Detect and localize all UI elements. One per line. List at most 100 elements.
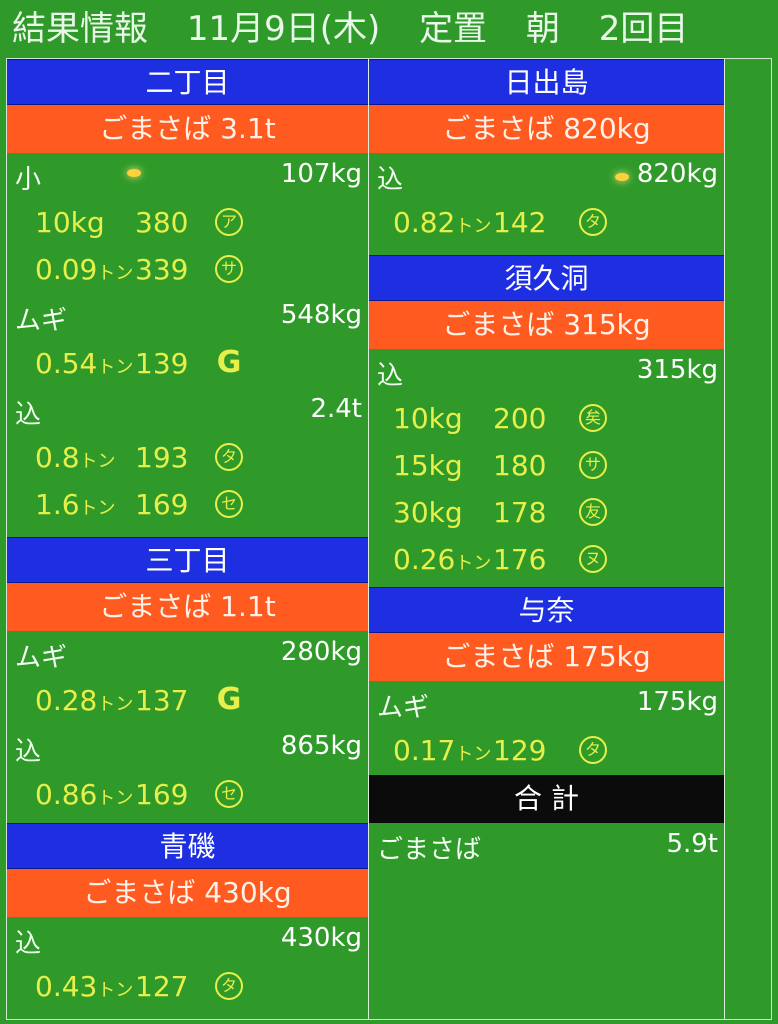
size-amount: 865kg <box>280 731 362 761</box>
right-column: 日出島 ごまさば 820kg 込 820kg 0.82トン 142 タ 須久洞 … <box>369 59 725 1019</box>
buyer-mark-icon: セ <box>215 490 243 518</box>
unit-qty: 10kg <box>393 402 463 435</box>
size-amount: 315kg <box>636 355 718 385</box>
unit-qty: 30kg <box>393 496 463 529</box>
date: 11月9日(木) <box>186 9 381 49</box>
price-row: 0.28トン 137 G <box>7 678 368 725</box>
price-row: 30kg 178 友 <box>369 490 724 537</box>
size-label: 込 <box>377 165 404 195</box>
catch-row: ムギ 280kg <box>7 631 368 678</box>
total-header: 合 計 <box>369 775 724 823</box>
total-label: ごまさば <box>377 835 482 865</box>
unit-qty: 0.82トン <box>393 206 492 239</box>
area-total: ごまさば 820kg <box>369 105 724 153</box>
catch-row: ムギ 548kg <box>7 294 368 341</box>
size-amount: 175kg <box>636 687 718 717</box>
price: 127 <box>135 970 189 1003</box>
results-board: 二丁目 ごまさば 3.1t 小 107kg 10kg 380 ア 0.09トン … <box>6 58 772 1020</box>
indicator-lamp <box>127 169 141 177</box>
buyer-mark-icon: タ <box>579 208 607 236</box>
price: 180 <box>493 449 547 482</box>
size-amount: 430kg <box>280 923 362 953</box>
buyer-mark-icon: タ <box>579 736 607 764</box>
title-bar: 結果情報 11月9日(木) 定置 朝 2回目 <box>0 0 778 58</box>
page-title: 結果情報 <box>12 9 148 49</box>
price: 339 <box>135 253 189 286</box>
catch-type: 定置 <box>419 9 488 49</box>
unit-qty: 0.86トン <box>35 778 134 811</box>
size-label: 込 <box>15 737 42 767</box>
size-label: 込 <box>377 361 404 391</box>
price: 200 <box>493 402 547 435</box>
buyer-mark-icon: 友 <box>579 498 607 526</box>
price-row: 0.09トン 339 サ <box>7 247 368 294</box>
price-row: 1.6トン 169 セ <box>7 482 368 529</box>
left-column: 二丁目 ごまさば 3.1t 小 107kg 10kg 380 ア 0.09トン … <box>7 59 369 1019</box>
price-row: 10kg 380 ア <box>7 200 368 247</box>
price-row: 0.86トン 169 セ <box>7 772 368 819</box>
price: 139 <box>135 347 189 380</box>
area-header: 日出島 <box>369 59 724 105</box>
price: 169 <box>135 778 189 811</box>
area-header: 青磯 <box>7 823 368 869</box>
price: 137 <box>135 684 189 717</box>
price: 129 <box>493 734 547 767</box>
unit-qty: 10kg <box>35 206 105 239</box>
buyer-mark-icon: ヌ <box>579 545 607 573</box>
catch-row: 込 820kg <box>369 153 724 200</box>
unit-qty: 0.43トン <box>35 970 134 1003</box>
price-row: 0.43トン 127 タ <box>7 964 368 1011</box>
section-hideshima: 日出島 ごまさば 820kg 込 820kg 0.82トン 142 タ <box>369 59 724 247</box>
price: 178 <box>493 496 547 529</box>
price: 169 <box>135 488 189 521</box>
area-total: ごまさば 315kg <box>369 301 724 349</box>
size-label: ムギ <box>377 693 430 723</box>
round: 2回目 <box>598 9 689 49</box>
area-total: ごまさば 3.1t <box>7 105 368 153</box>
section-aoiso: 青磯 ごまさば 430kg 込 430kg 0.43トン 127 タ <box>7 823 368 1011</box>
section-total: 合 計 ごまさば 5.9t <box>369 775 724 870</box>
area-total: ごまさば 430kg <box>7 869 368 917</box>
unit-qty: 0.17トン <box>393 734 492 767</box>
area-total: ごまさば 175kg <box>369 633 724 681</box>
price: 142 <box>493 206 547 239</box>
price: 380 <box>135 206 189 239</box>
catch-row: 込 2.4t <box>7 388 368 435</box>
section-sanchome: 三丁目 ごまさば 1.1t ムギ 280kg 0.28トン 137 G 込 86… <box>7 537 368 819</box>
price-row: 10kg 200 矣 <box>369 396 724 443</box>
unit-qty: 1.6トン <box>35 488 116 521</box>
size-amount: 820kg <box>636 159 718 189</box>
price-row: 0.26トン 176 ヌ <box>369 537 724 584</box>
price: 176 <box>493 543 547 576</box>
price-row: 0.8トン 193 タ <box>7 435 368 482</box>
total-row: ごまさば 5.9t <box>369 823 724 870</box>
catch-row: 小 107kg <box>7 153 368 200</box>
area-header: 与奈 <box>369 587 724 633</box>
price-row: 15kg 180 サ <box>369 443 724 490</box>
catch-row: 込 430kg <box>7 917 368 964</box>
unit-qty: 15kg <box>393 449 463 482</box>
unit-qty: 0.09トン <box>35 253 134 286</box>
unit-qty: 0.54トン <box>35 347 134 380</box>
buyer-mark-icon: G <box>216 682 242 717</box>
buyer-mark-icon: サ <box>579 451 607 479</box>
section-yona: 与奈 ごまさば 175kg ムギ 175kg 0.17トン 129 タ <box>369 587 724 775</box>
buyer-mark-icon: G <box>216 345 242 380</box>
section-nichome: 二丁目 ごまさば 3.1t 小 107kg 10kg 380 ア 0.09トン … <box>7 59 368 529</box>
size-amount: 2.4t <box>310 394 362 424</box>
price-row: 0.54トン 139 G <box>7 341 368 388</box>
total-amount: 5.9t <box>666 829 718 859</box>
session: 朝 <box>525 9 560 49</box>
catch-row: ムギ 175kg <box>369 681 724 728</box>
buyer-mark-icon: セ <box>215 780 243 808</box>
buyer-mark-icon: タ <box>215 443 243 471</box>
size-amount: 280kg <box>280 637 362 667</box>
size-label: 込 <box>15 400 42 430</box>
unit-qty: 0.26トン <box>393 543 492 576</box>
unit-qty: 0.8トン <box>35 441 116 474</box>
size-label: 小 <box>15 165 42 195</box>
catch-row: 込 315kg <box>369 349 724 396</box>
price-row: 0.17トン 129 タ <box>369 728 724 775</box>
buyer-mark-icon: タ <box>215 972 243 1000</box>
indicator-lamp <box>615 173 629 181</box>
